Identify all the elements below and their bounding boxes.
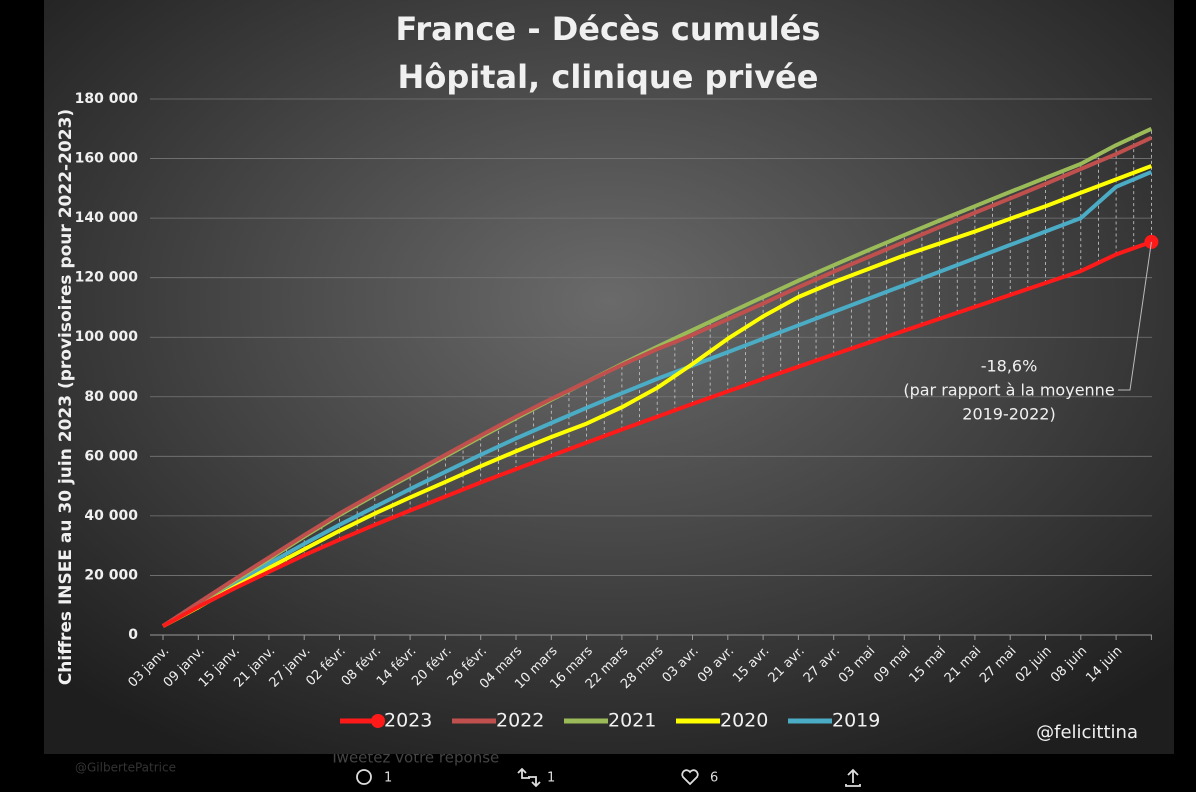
y-tick-label: 20 000 (84, 567, 138, 583)
annotation: (par rapport à la moyenne (903, 381, 1114, 400)
legend-label: 2019 (832, 710, 880, 732)
y-tick-label: 140 000 (75, 210, 139, 226)
series-line (161, 135, 1153, 628)
chart-image (44, 0, 1174, 754)
y-tick-label: 60 000 (84, 448, 138, 464)
series-line (161, 170, 1153, 628)
credit: @felicittina (1036, 722, 1138, 743)
chart-title: France - Décès cumulés (396, 10, 821, 48)
y-tick-label: 40 000 (84, 508, 138, 524)
legend-label: 2020 (720, 710, 768, 732)
series-line (162, 164, 1153, 628)
retweet-count[interactable]: 1 (547, 771, 555, 786)
y-axis-label: Chiffres INSEE au 30 juin 2023 (provisoi… (56, 109, 76, 685)
y-tick-label: 180 000 (75, 91, 139, 107)
chart-subtitle: Hôpital, clinique privée (398, 58, 819, 96)
y-tick-label: 160 000 (75, 151, 139, 167)
y-tick-label: 120 000 (75, 270, 139, 286)
reply-author[interactable]: @GilbertePatrice (75, 761, 176, 775)
reply-count[interactable]: 1 (384, 771, 392, 786)
action-icons (356, 767, 861, 788)
legend-marker (371, 714, 385, 728)
legend-label: 2021 (608, 710, 656, 732)
annotation: 2019-2022) (962, 405, 1055, 424)
legend-label: 2023 (384, 710, 432, 732)
annotation-leader (1118, 241, 1152, 391)
like-count[interactable]: 6 (710, 771, 718, 786)
annotation: -18,6% (981, 357, 1038, 376)
y-tick-label: 100 000 (75, 329, 139, 345)
y-tick-label: 0 (128, 627, 138, 643)
legend-label: 2022 (496, 710, 544, 732)
series-line (162, 240, 1153, 628)
y-tick-label: 80 000 (84, 389, 138, 405)
